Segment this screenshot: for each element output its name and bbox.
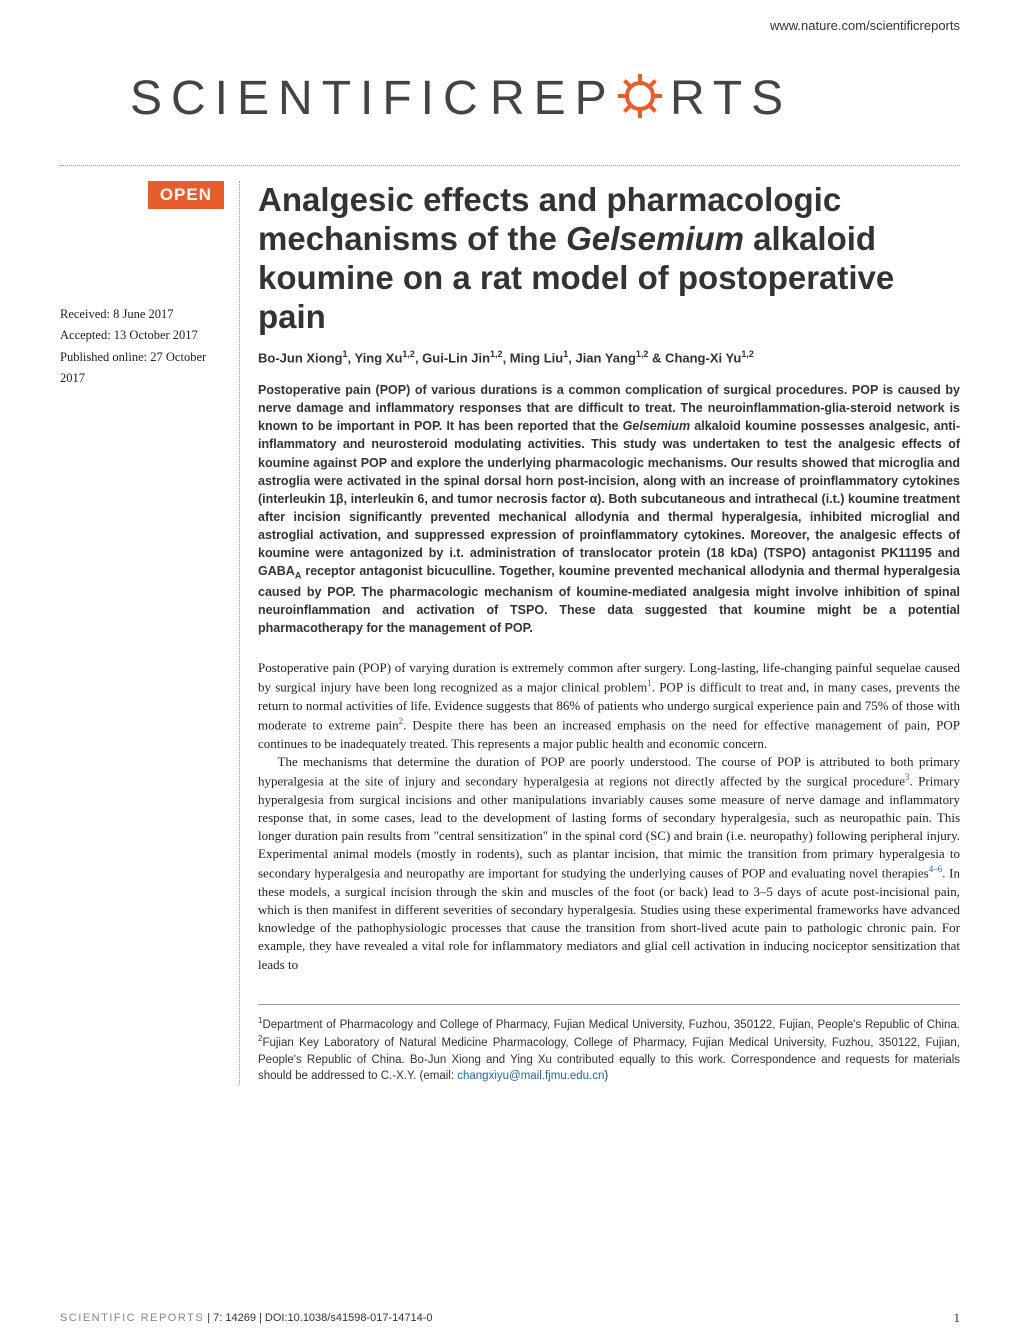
accepted-date: Accepted: 13 October 2017 [60, 325, 224, 346]
journal-url-link[interactable]: www.nature.com/scientificreports [770, 18, 960, 33]
page-number: 1 [954, 1310, 961, 1326]
right-column: Analgesic effects and pharmacologic mech… [240, 181, 960, 1085]
publication-dates: Received: 8 June 2017 Accepted: 13 Octob… [60, 304, 224, 389]
header-bar: www.nature.com/scientificreports [0, 0, 1020, 33]
svg-text:SCIENTIFIC: SCIENTIFIC [130, 72, 487, 125]
body-paragraph-2: The mechanisms that determine the durati… [258, 753, 960, 974]
footer-journal-label: SCIENTIFIC REPORTS [60, 1312, 204, 1324]
received-date: Received: 8 June 2017 [60, 304, 224, 325]
svg-text:REP: REP [490, 72, 616, 125]
body-text: Postoperative pain (POP) of varying dura… [258, 659, 960, 974]
published-date: Published online: 27 October 2017 [60, 347, 224, 390]
affiliations: 1Department of Pharmacology and College … [258, 1004, 960, 1085]
scientific-reports-logo-icon: SCIENTIFIC REP RTS [130, 68, 890, 130]
left-column: OPEN Received: 8 June 2017 Accepted: 13 … [60, 181, 240, 1085]
title-italic: Gelsemium [566, 220, 744, 257]
footer-citation: SCIENTIFIC REPORTS | 7: 14269 | DOI:10.1… [60, 1312, 432, 1324]
footer-citation-text: | 7: 14269 | DOI:10.1038/s41598-017-1471… [204, 1312, 432, 1324]
open-access-badge: OPEN [148, 181, 224, 209]
main-content: OPEN Received: 8 June 2017 Accepted: 13 … [0, 166, 1020, 1085]
body-paragraph-1: Postoperative pain (POP) of varying dura… [258, 659, 960, 753]
article-title: Analgesic effects and pharmacologic mech… [258, 181, 960, 337]
journal-logo: SCIENTIFIC REP RTS [0, 68, 1020, 135]
authors-list: Bo-Jun Xiong1, Ying Xu1,2, Gui-Lin Jin1,… [258, 349, 960, 365]
abstract: Postoperative pain (POP) of various dura… [258, 381, 960, 637]
footer: SCIENTIFIC REPORTS | 7: 14269 | DOI:10.1… [60, 1310, 960, 1326]
svg-text:RTS: RTS [670, 72, 792, 125]
